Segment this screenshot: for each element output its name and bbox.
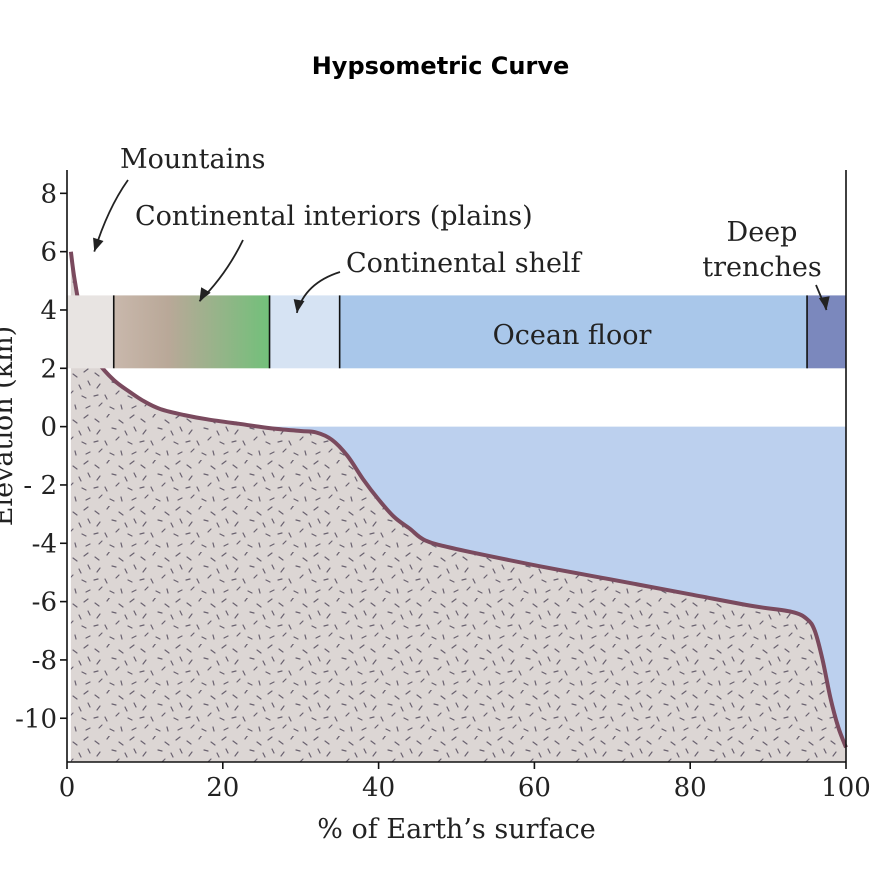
- x-tick-label-5: 100: [821, 773, 871, 803]
- x-tick-label-4: 80: [674, 773, 707, 803]
- x-axis-title: % of Earth’s surface: [317, 814, 595, 845]
- y-tick-label-5: - 2: [23, 471, 57, 501]
- annotation-plains: Continental interiors (plains): [135, 201, 533, 232]
- annotation-deep: Deep: [727, 217, 798, 248]
- y-tick-label-0: 8: [40, 179, 57, 209]
- y-tick-label-6: -4: [32, 529, 57, 559]
- annotation-mountains: Mountains: [120, 144, 266, 175]
- x-tick-label-0: 0: [59, 773, 76, 803]
- crust-fill: [70, 251, 846, 762]
- annotation-trenches: trenches: [702, 252, 821, 283]
- annotation-shelf: Continental shelf: [346, 248, 583, 279]
- y-tick-label-2: 4: [40, 296, 57, 326]
- hypsometric-curve: [68, 251, 848, 749]
- y-tick-label-9: -10: [15, 704, 57, 734]
- annotation-ocean-floor: Ocean floor: [493, 320, 652, 351]
- x-tick-label-1: 20: [206, 773, 239, 803]
- y-tick-label-8: -8: [32, 646, 57, 676]
- chart-title: Hypsometric Curve: [311, 52, 570, 80]
- y-tick-label-3: 2: [40, 354, 57, 384]
- band-segment-1: [113, 295, 270, 369]
- arrow-trenches-head: [818, 296, 830, 310]
- x-tick-label-3: 60: [518, 773, 551, 803]
- y-tick-label-4: 0: [40, 413, 57, 443]
- band-segment-3: [339, 295, 808, 369]
- y-axis-title: Elevation (km): [0, 326, 19, 526]
- band-segment-2: [269, 295, 340, 369]
- arrow-plains-head: [199, 287, 211, 302]
- y-tick-label-1: 6: [40, 238, 57, 268]
- arrow-mountains-head: [93, 237, 104, 252]
- arrow-shelf-head: [293, 299, 305, 313]
- band-segment-0: [67, 295, 114, 369]
- y-tick-label-7: -6: [32, 588, 57, 618]
- x-tick-label-2: 40: [362, 773, 395, 803]
